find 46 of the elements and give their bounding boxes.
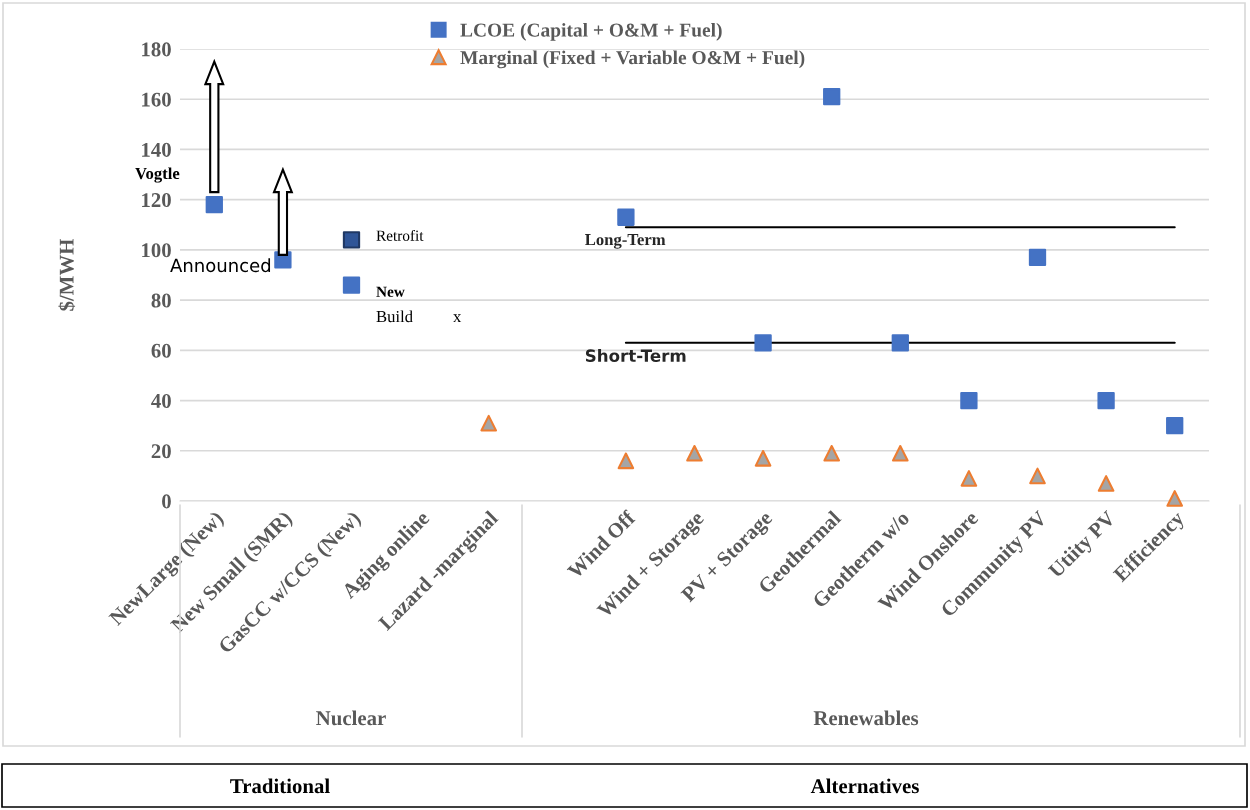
y-axis-title: $/MWH: [58, 238, 76, 311]
y-tick-label: 20: [151, 444, 171, 459]
point: [617, 452, 635, 470]
point: [754, 449, 772, 467]
point: [342, 276, 361, 294]
y-tick-label: 160: [142, 92, 171, 107]
annotation: New: [376, 286, 405, 297]
text: Traditional: [230, 778, 330, 794]
point: [205, 196, 223, 214]
point: [480, 414, 498, 432]
point: [1028, 248, 1047, 267]
y-tick-label: 120: [142, 193, 171, 208]
point: [960, 391, 978, 410]
point: [823, 444, 841, 462]
point: [1029, 467, 1046, 485]
text: Renewables: [813, 710, 919, 726]
y-tick-label: 0: [162, 494, 171, 509]
point: [1166, 417, 1184, 435]
annotation: Retrofit: [376, 229, 424, 241]
annotation: x: [453, 314, 462, 323]
y-tick-label: 140: [142, 142, 171, 157]
point: [754, 334, 772, 352]
legend-label: LCOE (Capital + O&M + Fuel): [460, 23, 722, 41]
point: [617, 208, 635, 226]
text: Alternatives: [810, 778, 919, 794]
legend-label: Marginal (Fixed + Variable O&M + Fuel): [460, 50, 805, 69]
y-tick-label: 40: [151, 393, 171, 408]
point: [891, 334, 909, 352]
y-tick-label: 60: [151, 343, 171, 358]
point: [342, 231, 361, 249]
text: Nuclear: [316, 710, 386, 726]
point: [1097, 475, 1115, 492]
y-tick-label: 100: [142, 243, 171, 258]
point: [823, 88, 841, 106]
series-label: Short-Term: [585, 349, 686, 362]
point: [686, 444, 703, 462]
point: [960, 470, 978, 487]
y-tick-label: 180: [142, 42, 171, 57]
y-tick-label: 80: [151, 293, 171, 308]
text: Vogtle: [135, 167, 180, 183]
annotation: Announced: [170, 258, 271, 273]
series-label: Long-Term: [585, 234, 666, 249]
point: [1097, 391, 1115, 410]
annotation: Build: [376, 310, 413, 323]
point: [1166, 490, 1184, 507]
point: [891, 444, 909, 462]
